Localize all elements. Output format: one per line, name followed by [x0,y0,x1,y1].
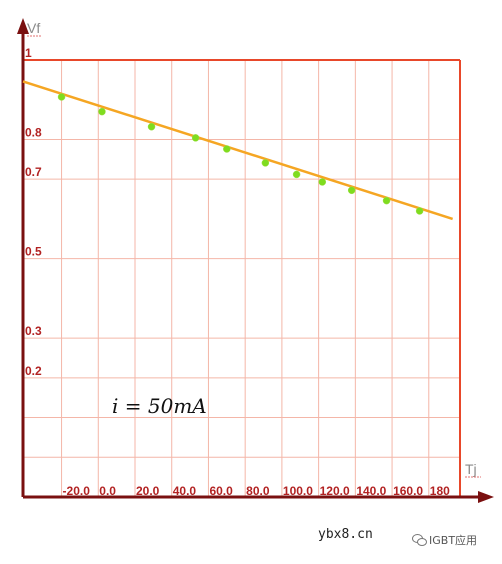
x-tick-label: -20.0 [63,484,91,498]
y-axis-label: Vf [27,20,40,36]
x-tick-label: 40.0 [173,484,197,498]
x-tick-label: 80.0 [246,484,270,498]
data-point [318,178,327,186]
x-tick-label: 100.0 [283,484,313,498]
y-tick-label: 0.5 [25,245,42,259]
data-point [382,196,391,205]
current-annotation: i = 50mA [112,394,207,418]
x-tick-labels: -20.0 0.0 20.0 40.0 60.0 80.0 100.0 120.0 140.0 1… [63,484,451,498]
y-tick-labels: 1 0.8 0.7 0.5 0.3 0.2 [25,46,42,378]
footer-site: ybx8.cn [318,527,373,542]
data-point [147,122,156,131]
x-tick-label: 180 [430,484,450,498]
x-tick-label: 60.0 [209,484,233,498]
data-point [261,159,270,167]
x-axis-label: Tj [465,461,477,477]
y-tick-label: 0.2 [25,364,42,378]
series-line [22,80,454,221]
data-point [57,93,66,101]
grid [23,59,460,497]
x-axis-arrow [478,491,494,503]
data-point [191,134,200,142]
x-tick-label: 20.0 [136,484,160,498]
y-tick-label: 0.3 [25,324,42,338]
trend-line [22,80,454,221]
y-tick-label: 1 [25,46,32,60]
x-tick-label: 140.0 [356,484,386,498]
data-points [57,93,424,215]
y-tick-label: 0.7 [25,165,42,179]
x-tick-label: 0.0 [99,484,116,498]
data-point [347,186,356,195]
plot-frame [23,59,461,497]
wechat-icon [412,534,427,546]
x-tick-label: 120.0 [320,484,350,498]
data-point [415,207,424,215]
data-point [223,145,231,153]
x-tick-label: 160.0 [393,484,423,498]
footer-brand: IGBT应用 [412,532,477,548]
footer-brand-label: IGBT应用 [429,534,478,547]
data-point [292,170,301,179]
axes [17,18,494,503]
y-tick-label: 0.8 [25,125,42,139]
y-axis-arrow [17,18,29,34]
data-point [98,107,106,116]
